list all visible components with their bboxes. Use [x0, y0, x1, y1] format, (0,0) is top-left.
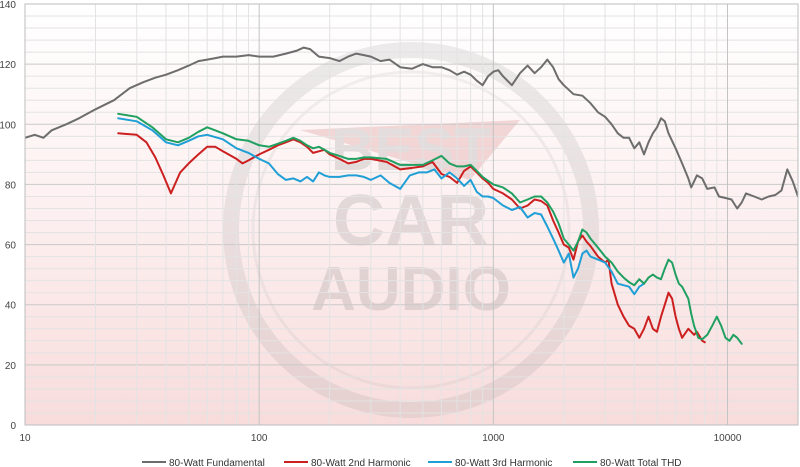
- y-tick-label: 80: [5, 180, 17, 191]
- plot-background: [25, 4, 798, 425]
- legend: 80-Watt Fundamental 80-Watt 2nd Harmonic 8…: [142, 458, 682, 467]
- x-tick-label: 1000: [482, 433, 505, 444]
- series-line-2: [117, 132, 706, 344]
- y-tick-label: 120: [0, 60, 16, 71]
- series-line-4: [117, 112, 743, 345]
- series-line-1: [25, 46, 798, 210]
- watermark-line-3: AUDIO: [311, 255, 511, 324]
- y-tick-label: 0: [10, 421, 16, 432]
- series-line-3: [117, 117, 645, 296]
- legend-label: 80-Watt 3rd Harmonic: [455, 458, 552, 467]
- legend-label: 80-Watt 2nd Harmonic: [311, 458, 411, 467]
- watermark-line-1: BEST: [331, 116, 491, 183]
- y-axis-ticks: 0 20 40 60 80 100 120 140: [0, 0, 16, 432]
- gridlines: [24, 3, 799, 426]
- legend-label: 80-Watt Fundamental: [169, 458, 265, 467]
- y-tick-label: 140: [0, 0, 16, 11]
- y-tick-label: 100: [0, 120, 16, 131]
- x-tick-label: 100: [251, 433, 268, 444]
- y-tick-label: 20: [5, 361, 17, 372]
- x-tick-label: 10000: [714, 433, 742, 444]
- legend-label: 80-Watt Total THD: [600, 458, 682, 467]
- y-tick-label: 60: [5, 241, 17, 252]
- x-tick-label: 10: [19, 433, 31, 444]
- x-axis-ticks: 10 100 1000 10000: [19, 433, 741, 444]
- y-tick-label: 40: [5, 301, 17, 312]
- series-lines: [25, 46, 798, 345]
- plot-border: [24, 3, 799, 426]
